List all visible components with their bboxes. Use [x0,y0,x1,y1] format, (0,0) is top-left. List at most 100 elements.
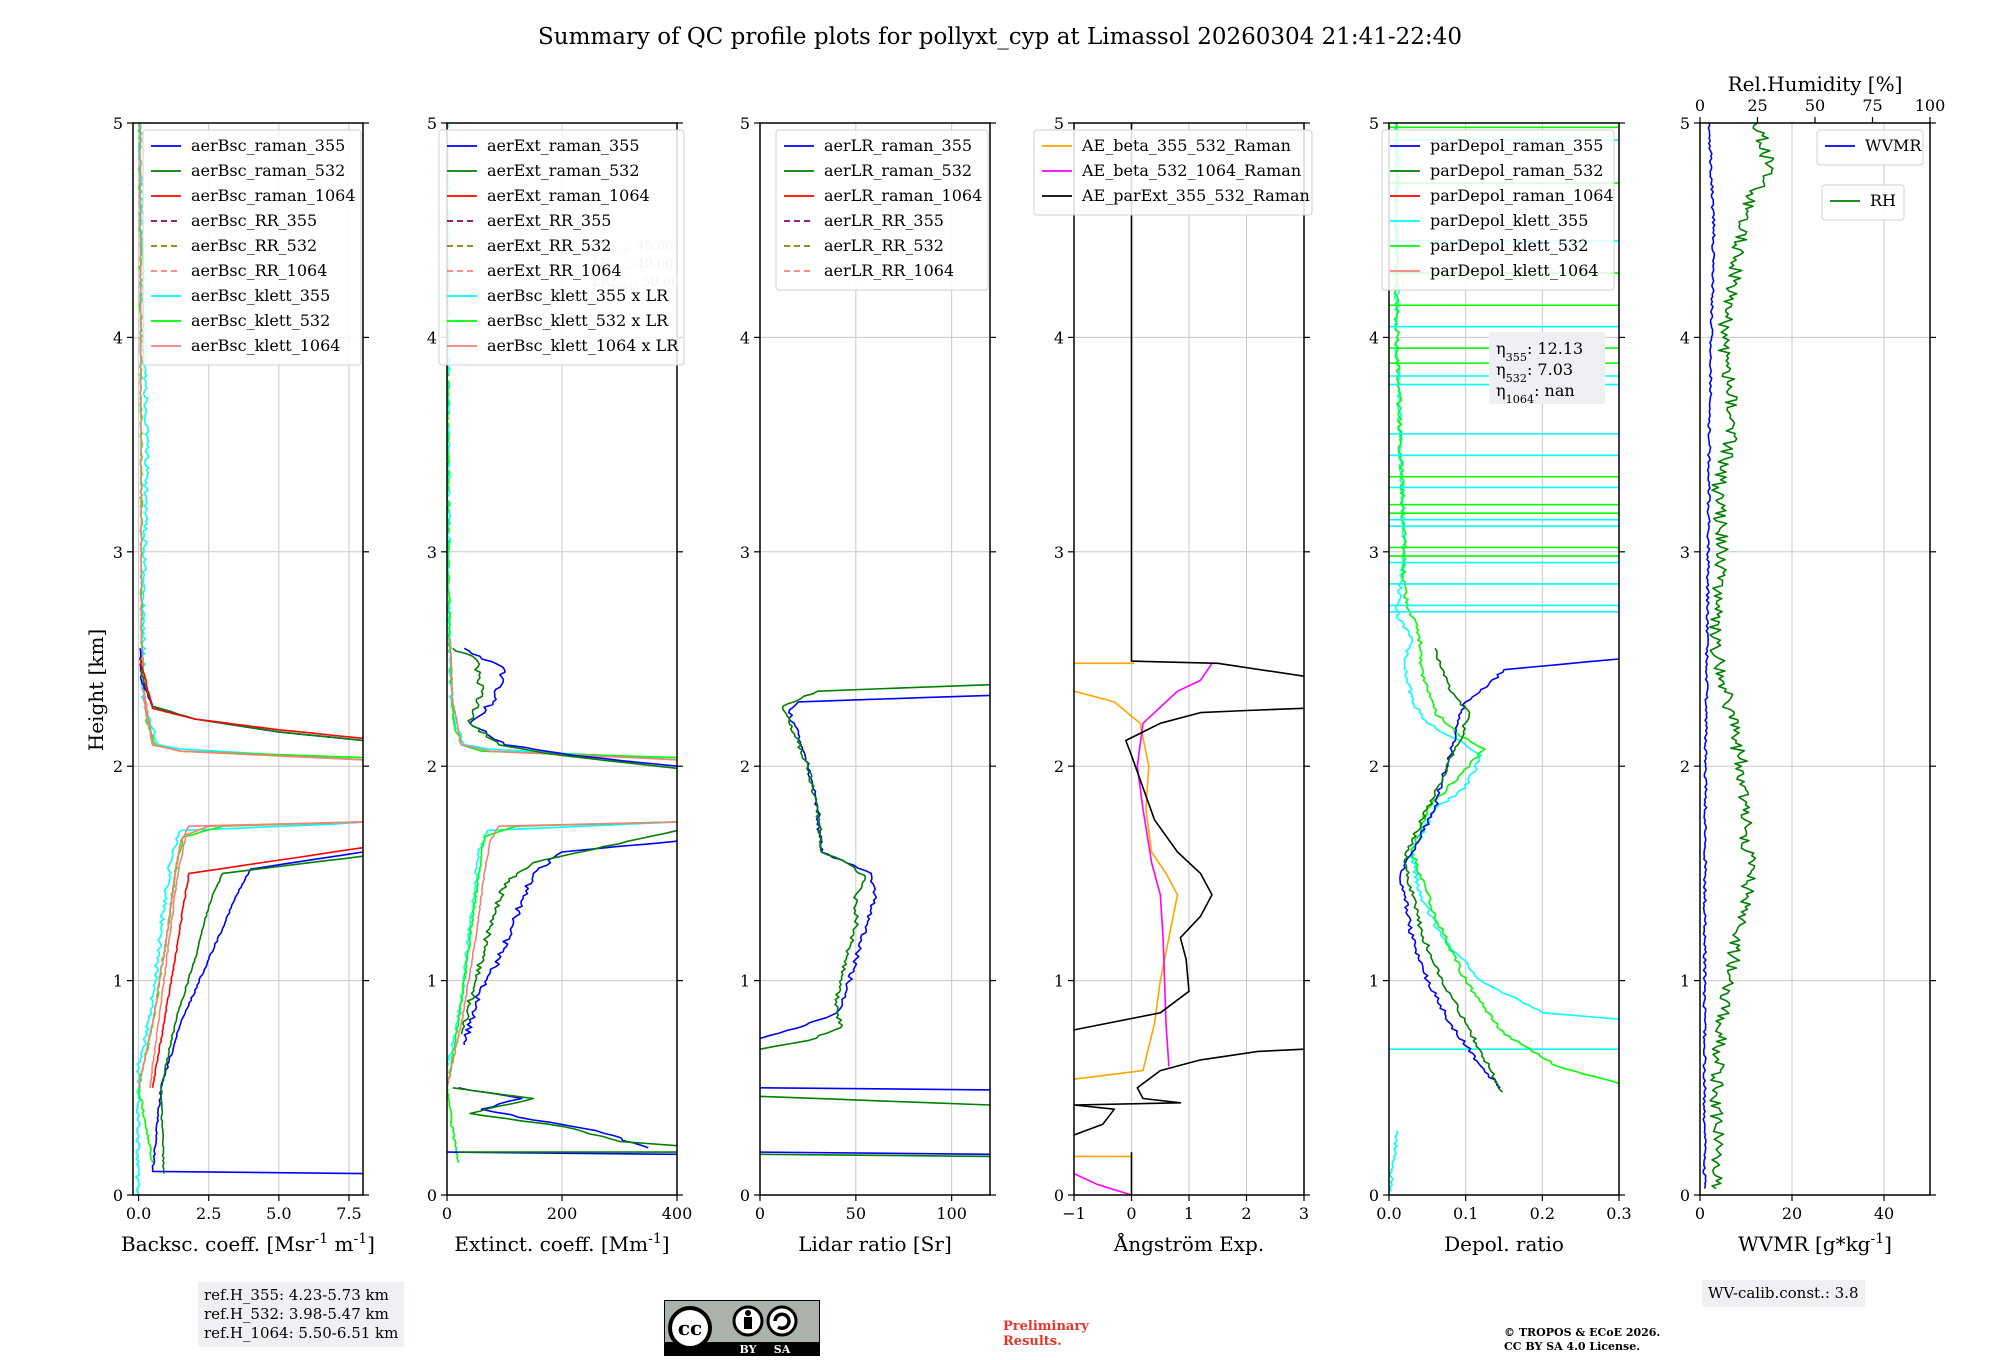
copyright-line-2: CC BY SA 4.0 License. [1504,1340,1641,1353]
legend-ae: AE_beta_355_532_Raman AE_beta_532_1064_Ra… [1033,129,1313,216]
legend-depol: parDepol_raman_355 parDepol_raman_532 parD… [1381,129,1615,291]
copyright-line-1: © TROPOS & ECoE 2026. [1504,1326,1661,1339]
legend-ext: aerExt_raman_355 aerExt_raman_532 aerExt_r… [438,129,685,366]
legend-label: aerBsc_RR_532 [191,236,317,255]
ref-height-532: ref.H_532: 3.98-5.47 km [204,1305,389,1323]
top-x-tick-label: 25 [1747,96,1767,115]
wv-calibration-box: WV-calib.const.: 3.8 [1702,1280,1865,1307]
x-axis-label: Backsc. coeff. [Msr-1 m-1] [121,1231,375,1256]
preliminary-line-1: Preliminary [1003,1319,1089,1334]
y-tick-label: 4 [1369,328,1379,347]
legend-label: aerBsc_klett_532 [191,311,330,330]
legend-label: parDepol_raman_1064 [1430,186,1614,205]
legend-label: aerExt_raman_355 [487,136,640,155]
y-tick-label: 4 [740,328,750,347]
series-aerBsc_RR_1064 [140,648,363,1088]
x-tick-label: 0.2 [1530,1204,1555,1223]
legend-label: aerLR_raman_355 [824,136,972,155]
y-tick-label: 3 [740,543,750,562]
legend-label: AE_beta_532_1064_Raman [1081,161,1301,180]
y-tick-label: 5 [1054,114,1064,133]
legend-label: AE_parExt_355_532_Raman [1081,186,1310,205]
legend-label: aerBsc_klett_355 x LR [487,286,669,305]
y-tick-label: 1 [740,972,750,991]
y-tick-label: 3 [427,543,437,562]
top-x-tick-label: 50 [1805,96,1825,115]
x-tick-label: 0.0 [126,1204,151,1223]
legend-label: parDepol_klett_355 [1430,211,1588,230]
y-tick-label: 4 [427,328,437,347]
legend-frame [1816,129,1924,166]
x-tick-label: 20 [1782,1204,1802,1223]
y-tick-label: 0 [740,1186,750,1205]
legend-label: aerBsc_RR_1064 [191,261,327,280]
y-tick-label: 1 [113,972,123,991]
legend-label: aerBsc_klett_355 [191,286,330,305]
y-tick-label: 4 [1680,328,1690,347]
legend-label: aerBsc_klett_1064 x LR [487,336,679,355]
legend-label: aerExt_RR_1064 [487,261,622,280]
y-tick-label: 2 [113,757,123,776]
legend-frame [1821,184,1905,221]
series-parDepol_raman_355 [1399,658,1619,1089]
series-parDepol_raman_532 [1403,647,1504,1093]
y-tick-label: 1 [1680,972,1690,991]
x-tick-label: 1 [1184,1204,1194,1223]
plot-area-ae [1074,123,1304,1195]
preliminary-line-2: Results. [1003,1334,1062,1349]
x-tick-label: 100 [936,1204,967,1223]
x-axis-label: Extinct. coeff. [Mm-1] [454,1231,669,1256]
y-tick-label: 3 [113,543,123,562]
legend-rh: RH [1821,184,1905,221]
x-tick-label: 0 [755,1204,765,1223]
y-tick-label: 0 [1054,1186,1064,1205]
eta-value: η1064: nan [1496,381,1575,406]
x-tick-label: 3 [1299,1204,1309,1223]
y-tick-label: 0 [427,1186,437,1205]
legend-wvmr: WVMR [1816,129,1924,166]
y-axis-label: Height [km] [84,629,108,751]
legend-label: aerBsc_raman_1064 [191,186,356,205]
x-axis-label: Ångström Exp. [1113,1231,1264,1256]
y-tick-label: 4 [113,328,123,347]
y-tick-label: 5 [427,114,437,133]
cc-by-sa-license-badge: cc BY SA [664,1300,820,1356]
series-AE_beta_532_1064_Raman [1074,662,1213,1195]
y-tick-label: 3 [1680,543,1690,562]
x-tick-label: 0 [442,1204,452,1223]
series-AE_beta_355_532_Raman [1074,662,1179,1158]
legend-label: WVMR [1865,136,1922,155]
x-tick-label: 400 [662,1204,693,1223]
legend-frame [142,129,362,366]
legend-label: AE_beta_355_532_Raman [1081,136,1291,155]
series-WVMR [1702,123,1716,1189]
legend-label: parDepol_klett_532 [1430,236,1588,255]
y-tick-label: 2 [427,757,437,776]
y-tick-label: 1 [1369,972,1379,991]
legend-lr: aerLR_raman_355 aerLR_raman_532 aerLR_rama… [775,129,989,291]
y-tick-label: 2 [1054,757,1064,776]
panel-bsc: 0.0 2.5 5.0 7.5 0 1 2 3 4 5 Backsc. coeff. [Msr-1 … [113,114,375,1256]
svg-text:cc: cc [678,1316,702,1340]
x-tick-label: 0.0 [1376,1204,1401,1223]
legend-label: aerLR_RR_355 [824,211,944,230]
top-x-tick-label: 75 [1862,96,1882,115]
x-tick-label: 0 [1126,1204,1136,1223]
y-tick-label: 0 [1680,1186,1690,1205]
panel-wv: 0 20 40 0 1 2 3 4 5 WVMR [g*kg-1] 0 25 50 75 100 Rel.Hu… [1680,72,1945,1256]
legend-bsc: aerBsc_raman_355 aerBsc_raman_532 aerBsc_r… [142,129,362,366]
y-tick-label: 2 [1680,757,1690,776]
legend-label: aerBsc_RR_355 [191,211,317,230]
x-tick-label: 5.0 [266,1204,291,1223]
series-aerBsc_raman_1064 [139,658,363,1088]
eta-box [1489,332,1605,404]
y-tick-label: 5 [740,114,750,133]
legend-label: aerExt_RR_355 [487,211,611,230]
y-tick-label: 0 [113,1186,123,1205]
top-x-axis-label: Rel.Humidity [%] [1728,72,1903,96]
legend-label: aerLR_raman_532 [824,161,972,180]
x-tick-label: 50 [846,1204,866,1223]
legend-label: aerLR_RR_532 [824,236,944,255]
legend-label: aerLR_raman_1064 [824,186,982,205]
